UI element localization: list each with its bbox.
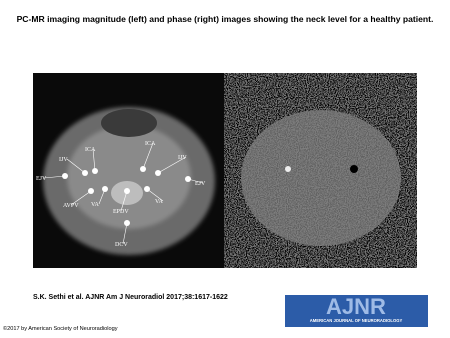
annotation-label: EPDV <box>113 209 129 215</box>
logo-background <box>285 295 428 327</box>
pointer-line <box>142 142 154 170</box>
logo-name: AJNR <box>326 295 386 319</box>
neck-inner <box>67 125 191 229</box>
citation: S.K. Sethi et al. AJNR Am J Neuroradiol … <box>33 294 228 301</box>
annotation-label: IJV <box>59 157 68 163</box>
pointer-line <box>43 175 66 179</box>
pointer-line <box>187 178 204 184</box>
pointer-line <box>146 188 164 202</box>
annotation-label: ICA <box>85 147 96 153</box>
pointer-line <box>122 222 128 245</box>
airway <box>101 109 157 137</box>
annotation-label: EJV <box>195 181 206 187</box>
phase-vessel <box>350 165 358 173</box>
annotation-label: IJV <box>178 155 187 161</box>
figure: ICA ICA IJV IJV EJV EJV AVPV VA VA EPDV DCV <box>33 73 417 268</box>
pointer-line <box>120 190 128 212</box>
phase-vessel <box>285 166 291 172</box>
annotation-label: AVPV <box>63 203 79 209</box>
slide-title: PC-MR imaging magnitude (left) and phase… <box>16 14 434 24</box>
phase-neck <box>241 110 401 246</box>
logo-subtitle: AMERICAN JOURNAL OF NEURORADIOLOGY <box>310 318 403 323</box>
pointer-line <box>70 190 92 206</box>
annotation-label: EJV <box>36 176 47 182</box>
annotation-label: VA <box>155 199 164 205</box>
pointer-line <box>92 148 96 172</box>
annotation-label: ICA <box>145 141 156 147</box>
pointer-line <box>98 188 106 205</box>
copyright: ©2017 by American Society of Neuroradiol… <box>3 326 118 332</box>
annotation-label: VA <box>91 202 100 208</box>
annotation-labels: ICA ICA IJV IJV EJV EJV AVPV VA VA EPDV DCV <box>36 141 206 248</box>
vessel-markers <box>43 142 204 245</box>
pointer-line <box>66 158 86 174</box>
journal-logo: AJNR AMERICAN JOURNAL OF NEURORADIOLOGY <box>285 295 428 327</box>
pointer-line <box>157 156 187 174</box>
annotation-label: DCV <box>115 242 128 248</box>
